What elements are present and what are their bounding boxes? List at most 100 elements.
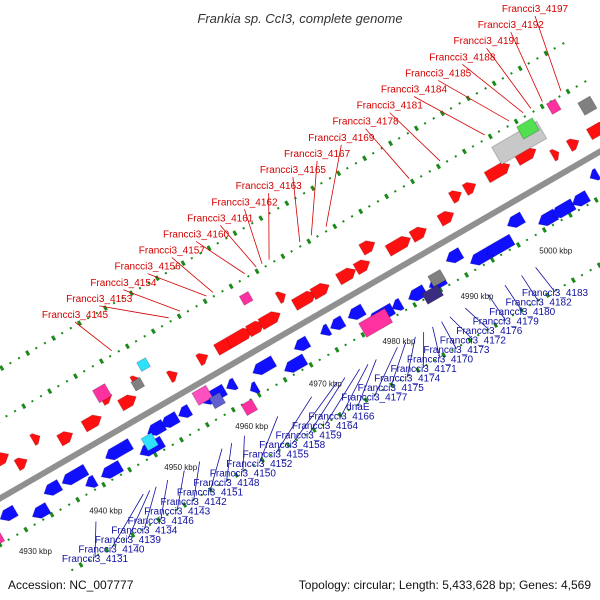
guide-dot	[121, 296, 125, 300]
guide-dot	[316, 234, 319, 238]
guide-dot	[108, 354, 112, 358]
forward-gene-arrow	[384, 235, 412, 257]
guide-dot	[147, 281, 150, 285]
guide-dot	[85, 493, 88, 497]
guide-dot	[254, 268, 260, 275]
guide-dot	[145, 458, 149, 462]
guide-dot	[282, 376, 288, 383]
label-leader-line	[193, 461, 201, 502]
guide-dot	[95, 311, 99, 315]
gene-label: Francci3_4178	[332, 117, 399, 128]
guide-dot	[174, 508, 178, 512]
guide-dot	[475, 91, 479, 95]
guide-dot	[352, 338, 356, 342]
guide-dot	[551, 223, 555, 227]
other-gene-block	[136, 357, 152, 373]
guide-dot	[423, 121, 427, 125]
guide-dot	[510, 72, 513, 75]
gene-label: Francci3_4159	[275, 431, 342, 442]
reverse-gene-arrow	[319, 323, 333, 337]
gene-label: Francci3_4183	[522, 288, 589, 299]
guide-dot	[487, 133, 493, 140]
label-leader-line	[308, 377, 346, 435]
label-leader-line	[195, 241, 245, 275]
guide-dot	[280, 253, 286, 260]
guide-dot	[589, 268, 593, 272]
reverse-gene-arrow	[61, 463, 90, 486]
guide-dot	[119, 473, 123, 477]
guide-dot	[122, 538, 126, 542]
guide-dot	[326, 353, 330, 357]
guide-dot	[459, 343, 463, 347]
guide-dot	[148, 523, 152, 527]
scale-tick-label: 4930 kbp	[19, 547, 52, 556]
guide-dot	[499, 253, 503, 257]
guide-dot	[480, 140, 484, 143]
guide-dot	[402, 185, 406, 188]
guide-dot	[298, 244, 302, 248]
gene-label: Francci3_4177	[341, 393, 408, 404]
guide-dot	[190, 256, 194, 260]
label-leader-line	[292, 177, 301, 242]
gene-label: Francci3_4140	[78, 545, 145, 556]
guide-dot	[445, 160, 449, 163]
guide-dot	[138, 286, 142, 290]
reverse-gene-arrow	[100, 459, 125, 480]
guide-dot	[525, 238, 529, 242]
gene-label: Francci3_4166	[308, 412, 375, 423]
label-leader-line	[341, 364, 369, 416]
guide-dot	[178, 436, 185, 443]
guide-dot	[381, 388, 385, 392]
gene-label: Francci3_4155	[243, 450, 310, 461]
gene-label: Francci3_4176	[456, 326, 523, 337]
label-leader-line	[406, 336, 416, 378]
guide-dot	[243, 468, 247, 472]
guide-dot	[130, 531, 136, 538]
guide-dot	[156, 517, 162, 523]
guide-dot	[206, 245, 212, 252]
guide-dot	[204, 421, 210, 428]
guide-dot	[82, 369, 86, 373]
reverse-gene-arrow	[160, 410, 182, 429]
guide-dot	[114, 543, 117, 547]
guide-dot	[422, 298, 425, 302]
forward-gene-arrow	[194, 352, 209, 367]
guide-dot	[544, 292, 550, 299]
guide-dot	[484, 86, 487, 90]
reverse-gene-arrow	[293, 335, 312, 352]
guide-dot	[230, 406, 236, 413]
label-leader-line	[504, 284, 523, 312]
gene-label: Francci3_4154	[90, 278, 157, 289]
guide-dot	[182, 502, 188, 508]
gene-label: Francci3_4156	[115, 262, 182, 273]
guide-dot	[404, 308, 408, 312]
guide-dot	[65, 379, 69, 383]
guide-dot	[246, 274, 250, 278]
guide-dot	[320, 181, 323, 185]
forward-gene-arrow	[274, 291, 287, 305]
label-leader-line	[123, 289, 181, 312]
gene-label: Francci3_4142	[160, 497, 227, 508]
reverse-gene-arrow	[31, 501, 52, 519]
label-leader-line	[373, 347, 398, 397]
guide-dot	[471, 145, 475, 148]
guide-dot	[7, 538, 11, 542]
label-leader-line	[176, 470, 185, 511]
guide-dot	[473, 268, 477, 272]
guide-dot	[278, 448, 281, 452]
guide-dot	[127, 466, 133, 473]
guide-dot	[180, 260, 186, 267]
forward-gene-arrow	[165, 370, 179, 384]
guide-dot	[561, 42, 565, 45]
guide-dot	[8, 361, 12, 365]
label-leader-line	[487, 294, 507, 321]
reverse-gene-arrow	[329, 314, 347, 331]
rna-gene-block	[91, 382, 113, 404]
guide-dot	[308, 361, 314, 368]
reverse-gene-arrow	[391, 297, 405, 311]
guide-dot	[96, 553, 100, 557]
label-leader-line	[310, 160, 318, 236]
forward-gene-arrow	[461, 181, 477, 197]
guide-dot	[30, 399, 34, 403]
label-leader-line	[258, 416, 279, 464]
